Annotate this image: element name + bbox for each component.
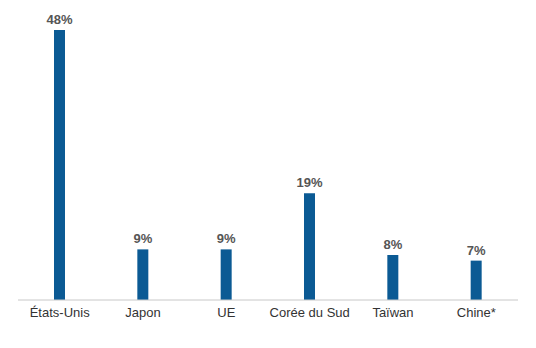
svg-text:9%: 9%: [133, 231, 152, 246]
svg-text:19%: 19%: [296, 175, 322, 190]
svg-text:Chine*: Chine*: [457, 305, 496, 320]
svg-text:Japon: Japon: [125, 305, 160, 320]
svg-text:Corée du Sud: Corée du Sud: [270, 305, 350, 320]
svg-text:7%: 7%: [467, 243, 486, 258]
svg-text:48%: 48%: [46, 12, 72, 27]
svg-text:Taïwan: Taïwan: [372, 305, 413, 320]
svg-text:États-Unis: États-Unis: [30, 305, 90, 320]
svg-text:9%: 9%: [217, 231, 236, 246]
svg-text:8%: 8%: [383, 237, 402, 252]
svg-text:UE: UE: [217, 305, 235, 320]
